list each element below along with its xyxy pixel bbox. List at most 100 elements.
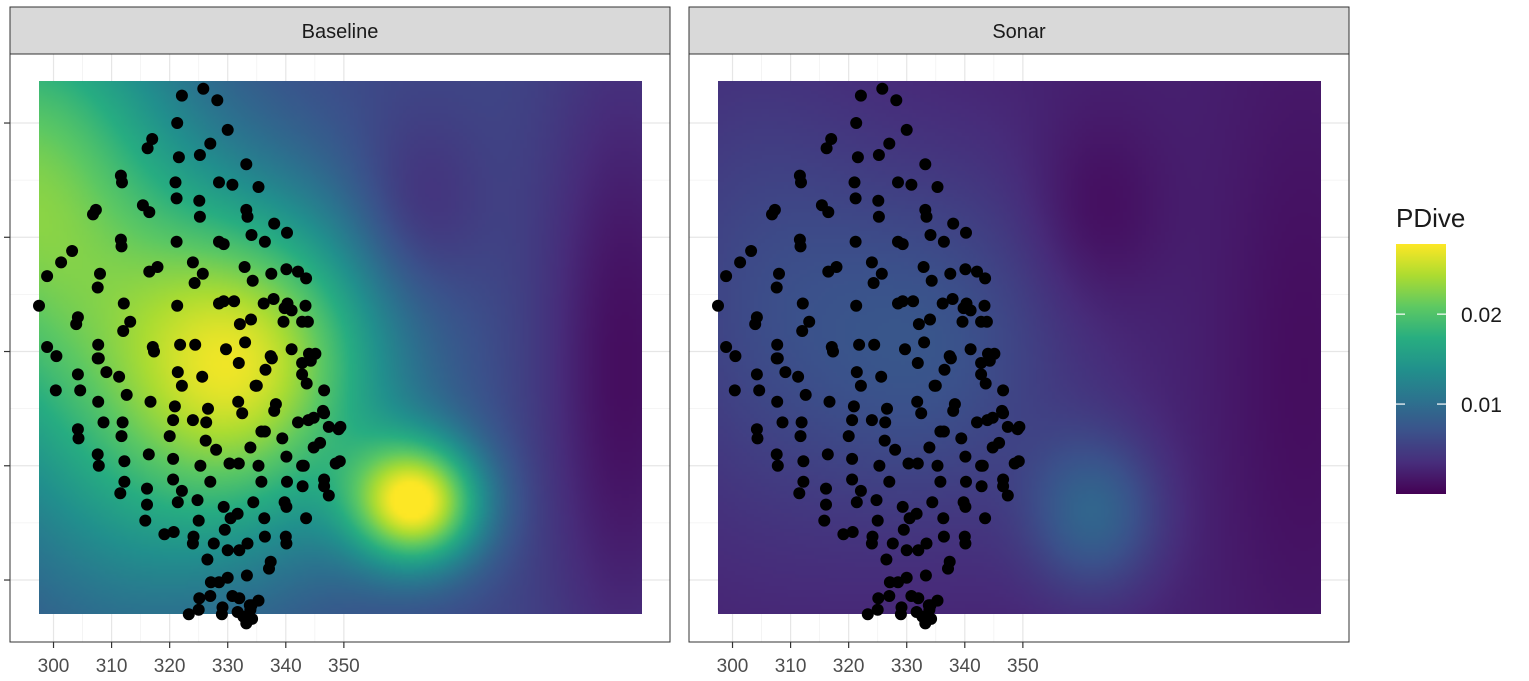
legend-title: PDive — [1396, 203, 1465, 233]
location-point — [923, 441, 936, 454]
location-point — [231, 507, 244, 520]
x-tick-label: 310 — [775, 656, 807, 677]
location-point — [883, 475, 896, 488]
location-point — [848, 176, 861, 189]
location-point — [221, 571, 234, 584]
location-point — [797, 475, 810, 488]
location-point — [734, 256, 747, 269]
strip-label: Sonar — [992, 21, 1046, 43]
location-point — [211, 94, 224, 107]
location-point — [66, 245, 79, 257]
location-point — [883, 137, 896, 150]
location-point — [873, 459, 886, 472]
location-point — [971, 265, 983, 278]
location-point — [55, 256, 68, 269]
location-point — [141, 142, 154, 155]
location-point — [925, 274, 938, 287]
location-point — [823, 395, 836, 408]
location-point — [981, 414, 994, 427]
location-point — [896, 500, 909, 513]
location-point — [247, 496, 260, 509]
location-point — [924, 229, 937, 241]
location-point — [937, 530, 950, 543]
location-point — [931, 459, 944, 472]
location-point — [74, 384, 87, 397]
location-point — [118, 455, 131, 468]
location-point — [1001, 489, 1014, 502]
location-point — [115, 240, 128, 253]
location-point — [139, 514, 152, 527]
location-point — [872, 194, 885, 207]
location-point — [1012, 455, 1025, 468]
location-point — [796, 325, 809, 337]
x-tick-label: 310 — [96, 656, 128, 677]
location-point — [167, 473, 180, 486]
location-point — [937, 512, 950, 525]
location-point — [872, 149, 885, 161]
location-point — [896, 295, 909, 308]
location-point — [193, 592, 206, 605]
location-point — [281, 475, 293, 488]
location-point — [100, 366, 113, 379]
location-point — [244, 441, 257, 454]
location-point — [172, 151, 185, 164]
location-point — [142, 448, 155, 461]
location-point — [771, 338, 784, 351]
location-point — [226, 178, 239, 191]
location-point — [168, 400, 181, 413]
location-point — [975, 459, 988, 472]
location-point — [820, 498, 832, 511]
location-point — [299, 299, 312, 312]
location-point — [171, 117, 184, 129]
location-point — [872, 592, 885, 605]
location-point — [232, 457, 245, 470]
location-point — [72, 432, 85, 445]
location-point — [820, 482, 832, 495]
location-point — [942, 562, 954, 575]
strip-baseline — [9, 6, 671, 55]
location-point — [285, 343, 298, 356]
location-point — [193, 149, 206, 161]
location-point — [861, 608, 874, 621]
location-point — [236, 407, 249, 420]
location-point — [911, 457, 924, 470]
location-point — [285, 304, 298, 317]
location-point — [745, 245, 758, 257]
location-point — [233, 318, 246, 331]
location-point — [912, 544, 925, 557]
location-point — [876, 82, 889, 95]
location-point — [280, 263, 293, 276]
location-point — [192, 514, 205, 527]
location-point — [259, 363, 272, 376]
location-point — [252, 181, 265, 193]
location-point — [91, 448, 104, 461]
location-point — [276, 432, 289, 445]
location-point — [956, 315, 969, 328]
location-point — [170, 235, 183, 248]
location-point — [892, 176, 904, 189]
location-point — [41, 341, 54, 353]
location-point — [171, 496, 184, 509]
location-point — [146, 133, 159, 145]
location-point — [975, 480, 988, 493]
location-point — [822, 206, 835, 219]
location-point — [258, 512, 271, 525]
panel-baseline: Baseline — [9, 6, 671, 643]
location-point — [766, 208, 778, 221]
location-point — [221, 544, 234, 557]
location-point — [167, 414, 180, 427]
location-point — [868, 338, 881, 351]
location-point — [92, 395, 105, 408]
location-point — [175, 379, 188, 392]
location-point — [870, 494, 883, 507]
location-point — [720, 270, 733, 283]
location-point — [333, 455, 346, 468]
location-point — [232, 357, 245, 369]
location-point — [204, 590, 217, 602]
location-point — [228, 295, 241, 308]
pdive-surface — [39, 81, 642, 614]
location-point — [905, 178, 918, 191]
location-point — [186, 414, 199, 427]
location-point — [919, 569, 932, 582]
